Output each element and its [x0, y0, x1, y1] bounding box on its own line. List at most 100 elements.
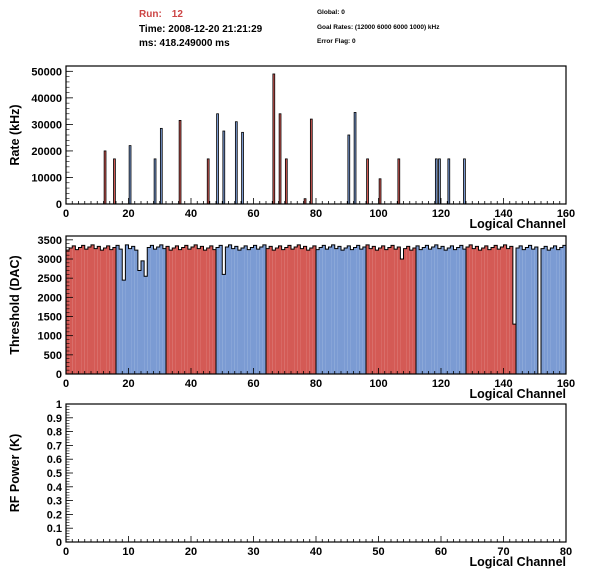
threshold-bin	[362, 246, 366, 374]
threshold-bin	[528, 245, 532, 374]
threshold-bin	[519, 245, 523, 374]
y-tick-label: 0	[56, 537, 62, 549]
threshold-bin	[169, 250, 173, 374]
threshold-bin	[228, 244, 232, 374]
x-tick-label: 40	[185, 378, 197, 390]
threshold-bin	[559, 247, 563, 374]
x-axis-label: Logical Channel	[469, 555, 566, 569]
threshold-bin	[331, 244, 335, 374]
threshold-bin	[441, 246, 445, 374]
threshold-bin	[141, 260, 145, 374]
threshold-bin	[512, 324, 516, 374]
rate-bar	[278, 113, 282, 205]
y-axis-label: Threshold (DAC)	[8, 255, 22, 354]
threshold-bin	[400, 259, 404, 374]
rate-bar	[378, 178, 382, 205]
threshold-bin	[406, 246, 410, 374]
threshold-bin	[344, 248, 348, 374]
threshold-bin	[316, 249, 320, 374]
threshold-bin	[353, 247, 357, 374]
x-tick-label: 40	[310, 546, 322, 558]
threshold-outline	[465, 244, 517, 374]
threshold-bin	[469, 244, 473, 374]
threshold-bin	[356, 245, 360, 374]
y-tick-label: 0.2	[47, 509, 62, 521]
threshold-bin	[212, 249, 216, 374]
goal-rates: Goal Rates: (12000 6000 6000 1000) kHz	[317, 24, 440, 31]
threshold-bin	[87, 246, 91, 374]
threshold-bin	[384, 249, 388, 374]
threshold-bin	[103, 248, 107, 374]
y-tick-label: 40000	[31, 93, 62, 105]
rate-bar	[241, 131, 244, 205]
threshold-bin	[437, 248, 441, 374]
threshold-bin	[319, 247, 323, 374]
threshold-bin	[328, 246, 332, 374]
threshold-bin	[94, 248, 98, 374]
threshold-bin	[350, 249, 354, 374]
x-tick-label: 50	[372, 546, 384, 558]
threshold-bin	[84, 249, 88, 374]
header: Run: 12 Time: 2008-12-20 21:21:29 ms: 418…	[0, 0, 596, 60]
y-tick-label: 0.5	[47, 468, 62, 480]
y-tick-label: 0.1	[47, 523, 62, 535]
threshold-bin	[109, 249, 113, 374]
x-tick-label: 140	[494, 378, 512, 390]
y-tick-label: 20000	[31, 146, 62, 158]
rate-bar	[216, 113, 219, 205]
rate-bar	[366, 158, 369, 205]
x-tick-label: 80	[310, 208, 322, 220]
run-label: Run:	[139, 9, 162, 20]
rate-bar	[463, 158, 466, 205]
threshold-bin	[191, 246, 195, 374]
y-tick-label: 0.7	[47, 440, 62, 452]
x-tick-label: 60	[247, 378, 259, 390]
threshold-outline	[540, 244, 567, 374]
threshold-bin	[287, 245, 291, 374]
threshold-bin	[428, 249, 432, 374]
timestamp: Time: 2008-12-20 21:21:29	[139, 24, 263, 35]
threshold-bin	[300, 248, 304, 374]
threshold-bin	[125, 244, 129, 374]
threshold-bin	[516, 248, 520, 374]
y-tick-label: 0.8	[47, 427, 62, 439]
x-tick-label: 140	[494, 208, 512, 220]
threshold-bin	[394, 249, 398, 374]
threshold-bin	[244, 245, 248, 374]
threshold-bin	[225, 246, 229, 374]
threshold-bin	[72, 245, 76, 374]
threshold-bin	[306, 250, 310, 374]
rate-bar	[103, 150, 107, 205]
rate-bar	[447, 158, 451, 205]
threshold-bin	[359, 249, 363, 374]
threshold-bin	[172, 248, 176, 374]
threshold-bin	[147, 247, 151, 374]
threshold-bin	[509, 246, 513, 374]
x-tick-label: 100	[369, 378, 387, 390]
rate-bar	[206, 158, 210, 205]
rate-bar	[272, 73, 276, 205]
rate-bar	[128, 145, 132, 205]
threshold-bin	[387, 247, 391, 374]
y-tick-label: 30000	[31, 119, 62, 131]
x-tick-label: 60	[247, 208, 259, 220]
threshold-bin	[222, 274, 226, 374]
y-tick-label: 3500	[38, 235, 62, 247]
threshold-bin	[203, 250, 207, 374]
y-tick-label: 0.9	[47, 413, 62, 425]
threshold-bin	[156, 246, 160, 374]
y-tick-label: 10000	[31, 172, 62, 184]
x-tick-label: 80	[560, 546, 572, 558]
threshold-bin	[178, 249, 182, 374]
threshold-bin	[303, 246, 307, 374]
rate-bar	[159, 127, 163, 205]
threshold-bin	[272, 250, 276, 374]
threshold-bin	[444, 250, 448, 374]
rate-bar	[353, 112, 357, 205]
threshold-bin	[66, 250, 70, 374]
threshold-bin	[325, 249, 329, 374]
x-tick-label: 100	[369, 208, 387, 220]
threshold-bin	[219, 245, 223, 374]
threshold-bin	[534, 246, 538, 374]
threshold-bin	[187, 249, 191, 374]
